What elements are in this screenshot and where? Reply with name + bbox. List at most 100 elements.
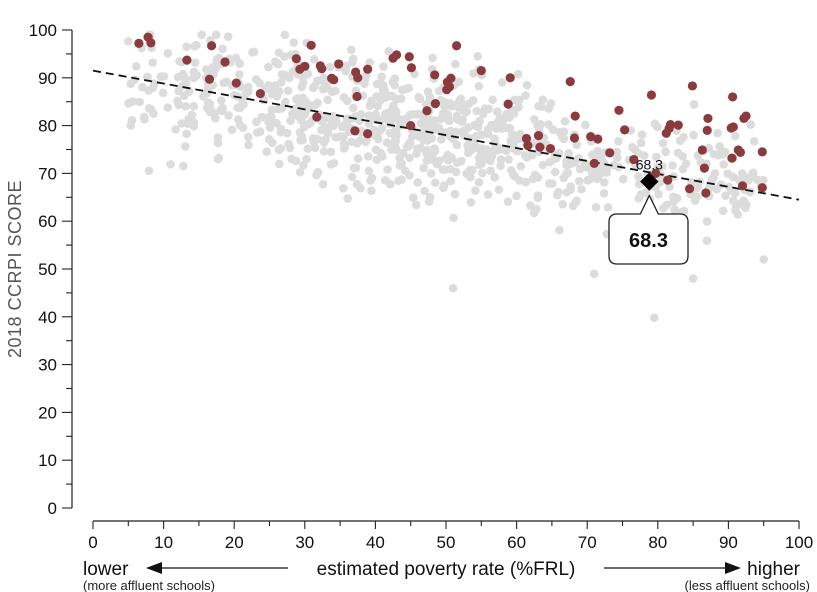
background-point <box>367 173 377 183</box>
background-point <box>581 120 590 130</box>
background-point <box>679 132 688 142</box>
background-point <box>214 153 224 163</box>
background-point <box>490 146 500 156</box>
background-point <box>327 87 337 97</box>
highlighted-point <box>728 122 738 132</box>
background-point <box>537 102 546 112</box>
highlighted-point <box>684 184 695 194</box>
background-point <box>213 138 223 148</box>
background-point <box>508 143 518 153</box>
background-point <box>558 200 567 209</box>
background-point <box>216 96 226 105</box>
background-point <box>634 149 643 158</box>
highlighted-point <box>701 188 711 198</box>
highlighted-point <box>363 129 373 139</box>
background-point <box>550 167 560 177</box>
highlighted-point <box>665 120 676 130</box>
background-point <box>264 62 273 72</box>
background-point <box>397 175 406 184</box>
background-point <box>181 142 190 151</box>
background-point <box>522 80 532 90</box>
highlighted-point <box>406 121 416 131</box>
highlighted-point <box>334 59 344 69</box>
background-point <box>566 185 576 194</box>
background-point <box>483 190 493 199</box>
y-tick-label: 30 <box>38 356 57 375</box>
background-point <box>174 86 183 96</box>
background-point <box>462 169 471 178</box>
background-point <box>183 119 193 128</box>
highlighted-point <box>629 154 639 165</box>
y-tick-label: 70 <box>38 164 57 183</box>
background-point <box>364 166 374 176</box>
background-point <box>252 117 261 127</box>
background-point <box>289 38 299 47</box>
background-point <box>614 137 623 146</box>
background-point <box>288 108 298 118</box>
background-point <box>473 52 483 61</box>
background-point <box>538 95 548 105</box>
background-point <box>285 73 294 83</box>
background-point <box>274 145 284 155</box>
highlighted-point <box>220 57 230 67</box>
background-point <box>452 158 462 167</box>
background-point <box>612 147 622 157</box>
background-point <box>575 164 585 174</box>
background-point <box>128 97 138 106</box>
background-point <box>425 192 435 202</box>
background-point <box>454 77 464 87</box>
background-point <box>379 62 388 71</box>
background-point <box>587 150 597 160</box>
y-tick-label: 10 <box>38 451 57 470</box>
background-point <box>348 103 358 113</box>
background-point <box>276 127 286 137</box>
background-point <box>469 69 478 78</box>
background-point <box>501 146 511 156</box>
background-point <box>636 138 646 148</box>
background-point <box>471 186 480 195</box>
background-point <box>731 206 740 215</box>
background-point <box>496 161 505 171</box>
highlighted-point <box>146 38 156 48</box>
background-point <box>173 96 182 106</box>
background-point <box>451 59 460 69</box>
background-point <box>758 175 768 185</box>
background-point <box>339 132 348 141</box>
background-point <box>239 100 248 109</box>
background-point <box>277 104 287 113</box>
highlighted-point <box>291 54 301 64</box>
highlighted-point <box>697 145 707 155</box>
background-point <box>291 156 301 166</box>
background-point <box>177 119 186 128</box>
background-point <box>497 78 507 87</box>
background-point <box>718 150 728 159</box>
background-point <box>339 92 349 102</box>
highlighted-point <box>614 105 624 115</box>
highlighted-point <box>735 147 746 157</box>
background-point <box>281 97 290 107</box>
x-tick-label: 60 <box>507 533 526 552</box>
y-tick-label: 0 <box>48 499 57 518</box>
highlighted-point <box>687 81 697 91</box>
background-point <box>356 110 366 119</box>
highlighted-point <box>391 50 402 60</box>
background-point <box>280 30 290 40</box>
background-point <box>385 179 395 189</box>
background-point <box>724 182 734 192</box>
background-point <box>189 73 199 82</box>
background-point <box>347 137 356 147</box>
background-point <box>504 155 513 164</box>
y-tick-label: 20 <box>38 403 57 422</box>
background-point <box>413 178 423 187</box>
highlighted-point <box>545 143 556 154</box>
background-point <box>252 128 262 137</box>
background-point <box>285 143 295 153</box>
background-point <box>689 130 698 140</box>
highlighted-point <box>406 63 417 73</box>
highlighted-point <box>589 158 599 168</box>
background-point <box>474 81 484 91</box>
background-point <box>564 149 573 158</box>
background-point <box>456 94 466 104</box>
background-point <box>702 236 712 246</box>
background-point <box>339 184 348 193</box>
